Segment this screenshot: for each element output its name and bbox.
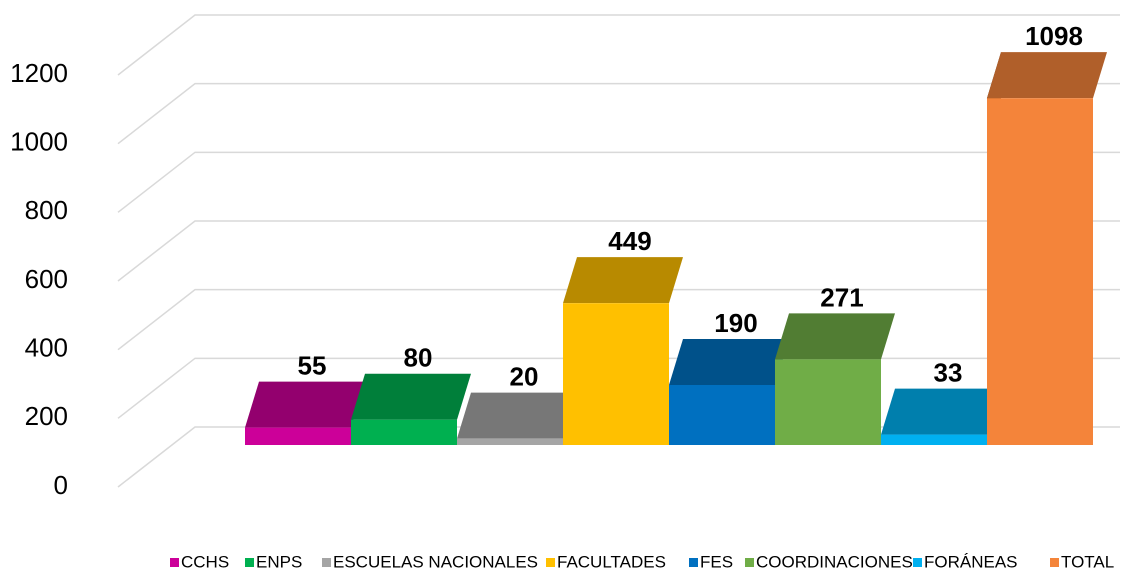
legend-label: ENPS [256,552,302,571]
bar-top [563,257,683,304]
bar-front [987,98,1093,445]
bar [351,373,471,445]
bar [457,392,577,445]
legend-swatch [322,558,331,567]
bar-top [351,373,471,420]
bar-top [987,52,1107,99]
legend-swatch [1050,558,1059,567]
value-label: 20 [510,362,539,392]
value-label: 1098 [1025,21,1083,51]
bar-front [245,427,351,445]
y-tick-label: 400 [25,333,68,363]
bar [563,257,683,445]
legend-label: FACULTADES [557,552,666,571]
legend-swatch [546,558,555,567]
legend-swatch [745,558,754,567]
bar [775,313,895,445]
value-label: 33 [934,357,963,387]
bar-front [457,438,563,445]
bar [881,388,1001,445]
y-tick-label: 200 [25,401,68,431]
bar-front [351,419,457,445]
bar-top [457,392,577,439]
value-label: 80 [404,343,433,373]
bar [669,338,789,445]
legend-label: CCHS [181,552,229,571]
bar [987,52,1107,445]
y-tick-label: 600 [25,264,68,294]
grid-line [117,220,1120,282]
y-tick-label: 1200 [10,58,68,88]
bar [245,381,365,445]
value-label: 449 [608,226,651,256]
legend-swatch [913,558,922,567]
bar-front [669,384,775,445]
y-tick-label: 1000 [10,127,68,157]
bar-top [245,381,365,428]
y-tick-label: 800 [25,195,68,225]
bar-top [669,338,789,385]
value-label: 190 [714,308,757,338]
grid-line [117,288,1120,351]
legend-label: ESCUELAS NACIONALES [333,552,538,571]
legend-swatch [170,558,179,567]
bar-top [775,313,895,360]
grid-line [117,14,1120,76]
y-tick-label: 0 [54,470,68,500]
bar-front [563,303,669,445]
legend-swatch [245,558,254,567]
value-label: 271 [820,282,863,312]
legend-swatch [689,558,698,567]
value-label: 55 [298,351,327,381]
bar-front [775,359,881,445]
legend-label: COORDINACIONES [756,552,913,571]
bar-top [881,388,1001,435]
legend-label: TOTAL [1061,552,1114,571]
grid-line [117,82,1120,145]
legend-label: FORÁNEAS [924,552,1018,571]
legend-label: FES [700,552,733,571]
grid-line [117,151,1120,213]
bar-front [881,434,987,445]
